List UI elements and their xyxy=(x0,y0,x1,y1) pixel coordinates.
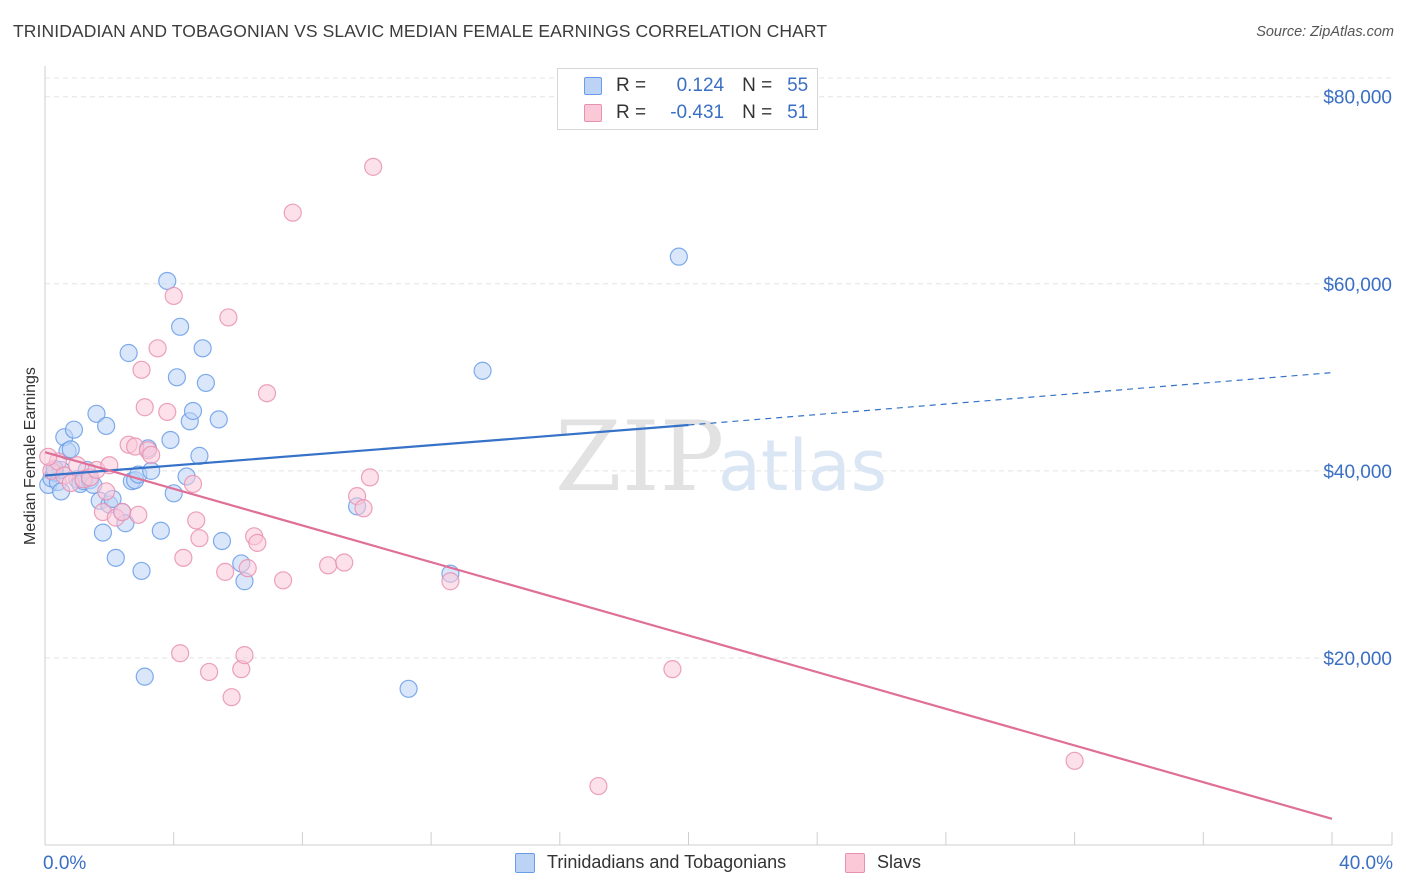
data-point-slav xyxy=(188,512,205,529)
legend-swatch-pink xyxy=(584,104,602,122)
data-point-slav xyxy=(172,645,189,662)
data-point-trinidadian xyxy=(65,421,82,438)
data-point-trinidadian xyxy=(168,369,185,386)
data-point-slav xyxy=(336,554,353,571)
trend-line-trinidadian-extrapolated xyxy=(689,373,1333,425)
legend-item-label: Slavs xyxy=(877,852,921,873)
data-point-trinidadian xyxy=(197,374,214,391)
y-axis-label: Median Female Earnings xyxy=(22,367,39,545)
data-point-slav xyxy=(365,158,382,175)
data-point-slav xyxy=(136,399,153,416)
data-point-slav xyxy=(191,530,208,547)
legend-r-value: -0.431 xyxy=(646,102,724,124)
data-point-slav xyxy=(236,647,253,664)
data-point-slav xyxy=(275,572,292,589)
legend-r-label: R = xyxy=(616,75,646,97)
data-point-slav xyxy=(185,475,202,492)
data-point-slav xyxy=(284,204,301,221)
data-point-slav xyxy=(143,446,160,463)
correlation-legend: R = 0.124 N = 55 R = -0.431 N = 51 xyxy=(557,68,818,130)
data-point-slav xyxy=(217,563,234,580)
legend-item-trinidadians: Trinidadians and Tobagonians xyxy=(515,852,786,873)
data-point-slav xyxy=(1066,752,1083,769)
legend-row-slavs: R = -0.431 N = 51 xyxy=(584,101,808,125)
legend-r-label: R = xyxy=(616,102,646,124)
legend-n-value: 55 xyxy=(772,75,808,97)
data-point-slav xyxy=(223,689,240,706)
data-point-slav xyxy=(239,560,256,577)
legend-row-trinidadian: R = 0.124 N = 55 xyxy=(584,74,808,98)
series-legend: Trinidadians and Tobagonians Slavs xyxy=(0,852,1406,878)
y-tick-label: $20,000 xyxy=(1323,649,1392,670)
watermark-zip: ZIP xyxy=(555,401,724,513)
data-point-trinidadian xyxy=(670,248,687,265)
y-tick-label: $40,000 xyxy=(1323,462,1392,483)
legend-item-slavs: Slavs xyxy=(845,852,921,873)
legend-n-label: N = xyxy=(742,102,772,124)
legend-n-value: 51 xyxy=(772,102,808,124)
data-point-trinidadian xyxy=(213,533,230,550)
data-point-slav xyxy=(175,549,192,566)
data-point-trinidadian xyxy=(162,431,179,448)
data-point-trinidadian xyxy=(194,340,211,357)
watermark-atlas: atlas xyxy=(718,425,887,507)
data-point-slav xyxy=(149,340,166,357)
data-point-trinidadian xyxy=(474,362,491,379)
data-point-trinidadian xyxy=(136,668,153,685)
data-point-trinidadian xyxy=(98,417,115,434)
y-tick-label: $60,000 xyxy=(1323,275,1392,296)
legend-item-label: Trinidadians and Tobagonians xyxy=(547,852,786,873)
data-point-trinidadian xyxy=(62,441,79,458)
data-point-trinidadian xyxy=(210,411,227,428)
data-point-trinidadian xyxy=(143,462,160,479)
data-point-slav xyxy=(361,469,378,486)
data-point-trinidadian xyxy=(120,344,137,361)
data-point-slav xyxy=(130,506,147,523)
data-point-slav xyxy=(590,778,607,795)
legend-swatch-blue xyxy=(515,853,535,873)
legend-swatch-pink xyxy=(845,853,865,873)
data-point-trinidadian xyxy=(152,522,169,539)
data-point-slav xyxy=(98,483,115,500)
data-point-slav xyxy=(114,504,131,521)
data-point-slav xyxy=(201,663,218,680)
data-point-slav xyxy=(320,557,337,574)
data-point-trinidadian xyxy=(107,549,124,566)
data-point-slav xyxy=(133,361,150,378)
data-point-trinidadian xyxy=(133,562,150,579)
data-point-slav xyxy=(664,661,681,678)
data-point-slav xyxy=(40,448,57,465)
legend-swatch-blue xyxy=(584,77,602,95)
legend-n-label: N = xyxy=(742,75,772,97)
data-point-slav xyxy=(249,534,266,551)
legend-r-value: 0.124 xyxy=(646,75,724,97)
data-point-trinidadian xyxy=(400,680,417,697)
data-point-trinidadian xyxy=(185,402,202,419)
y-tick-label: $80,000 xyxy=(1323,88,1392,109)
scatter-chart: ZIP atlas Median Female Earnings $20,000… xyxy=(0,0,1406,892)
watermark: ZIP atlas xyxy=(555,401,887,513)
data-point-slav xyxy=(259,385,276,402)
data-point-trinidadian xyxy=(94,524,111,541)
data-point-slav xyxy=(220,309,237,326)
data-point-slav xyxy=(355,500,372,517)
data-point-trinidadian xyxy=(172,318,189,335)
data-point-slav xyxy=(442,573,459,590)
data-point-slav xyxy=(165,287,182,304)
data-point-slav xyxy=(159,403,176,420)
